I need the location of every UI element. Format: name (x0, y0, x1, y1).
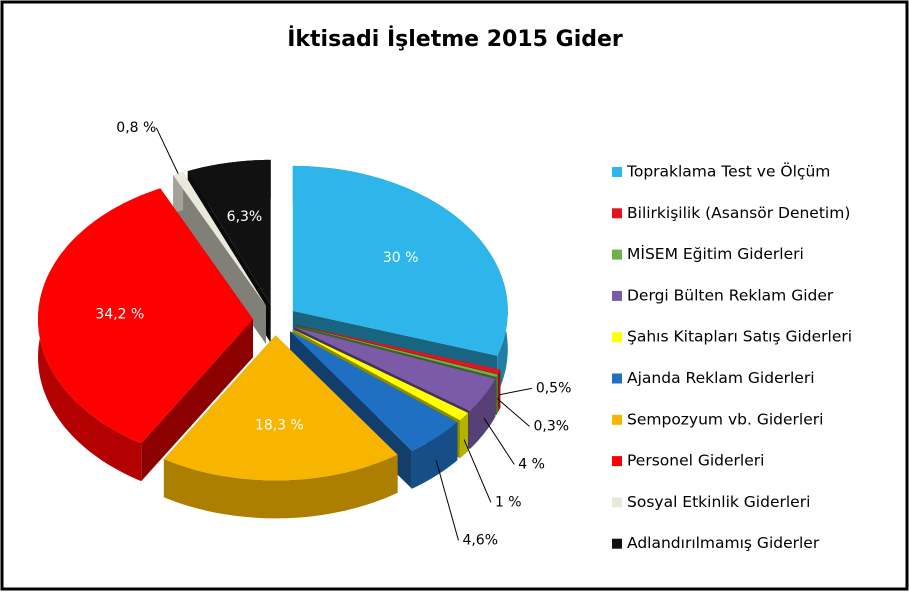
legend-swatch (612, 167, 622, 177)
data-label: 0,3% (534, 418, 570, 434)
chart-title: İktisadi İşletme 2015 Gider (287, 26, 623, 52)
slice (187, 159, 271, 305)
slice-wall (498, 369, 501, 413)
slice-wall (411, 422, 458, 489)
legend-swatch (612, 208, 622, 219)
legend-label: Dergi Bülten Reklam Gider (627, 286, 834, 304)
slice-side (141, 319, 253, 482)
data-label: 0,8 % (116, 120, 156, 136)
leader-line (435, 460, 459, 541)
legend-label: Sosyal Etkinlik Giderleri (627, 493, 810, 511)
legend-label: Adlandırılmamış Giderler (627, 534, 820, 552)
slice-wall (496, 374, 498, 415)
slice (38, 188, 253, 444)
legend-label: Şahıs Kitapları Satış Giderleri (627, 328, 852, 346)
data-label: 4,6% (462, 532, 498, 548)
slice-wall (163, 454, 398, 519)
leader-line (499, 387, 532, 396)
data-label: 0,5% (536, 380, 572, 396)
slice-wall (469, 378, 496, 449)
legend-label: MİSEM Eğitim Giderleri (627, 244, 804, 263)
slice (294, 327, 496, 411)
data-label: 30 % (383, 250, 419, 266)
pie-tops (38, 159, 508, 481)
data-label: 1 % (495, 494, 522, 510)
legend-swatch (612, 538, 622, 549)
data-label: 4 % (518, 456, 545, 472)
legend-swatch (612, 373, 622, 384)
legend-label: Ajanda Reklam Giderleri (627, 369, 815, 387)
legend-swatch (612, 290, 622, 301)
legend-swatch (612, 456, 622, 467)
slice (292, 165, 508, 356)
slice (290, 331, 458, 451)
slice-wall (459, 413, 469, 459)
pie-labels: 30 % 0,5% 0,3% 4 % 1 % 4,6% 18,3 % 34,2 % 0,8 % 6… (95, 120, 571, 549)
legend-swatch (612, 332, 622, 343)
leader-line (483, 418, 515, 465)
slice (295, 325, 501, 375)
legend-label: Bilirkişilik (Asansör Denetim) (627, 204, 850, 222)
data-label: 6,3% (227, 209, 263, 225)
slice (173, 172, 266, 306)
slice (295, 325, 498, 377)
leader-line (496, 398, 530, 427)
legend-swatch (612, 414, 622, 425)
legend-label: Personel Giderleri (627, 452, 764, 470)
legend-swatch (612, 497, 622, 508)
slice (292, 329, 469, 421)
data-label: 18,3 % (255, 417, 304, 433)
leader-line (155, 127, 179, 174)
slice (163, 335, 398, 481)
leader-line (463, 439, 492, 503)
legend-swatch (612, 249, 622, 260)
data-label: 34,2 % (95, 307, 144, 323)
legend-label: Topraklama Test ve Ölçüm (626, 162, 830, 181)
legend-label: Sempozyum vb. Giderleri (627, 410, 823, 428)
